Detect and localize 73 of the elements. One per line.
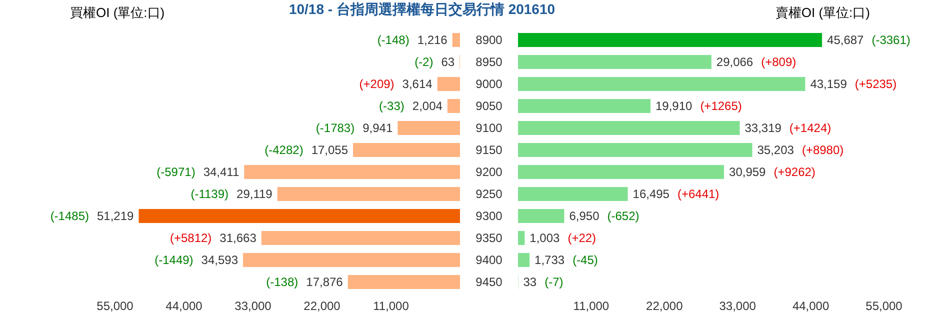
data-label: 19,910 xyxy=(655,99,693,113)
y-tick-label: 9050 xyxy=(476,99,503,113)
chart-title: 10/18 - 台指周選擇權每日交易行情 201610 xyxy=(288,1,556,17)
data-label: 1,216 xyxy=(417,33,448,47)
x-tick-label: 11,000 xyxy=(573,299,610,313)
y-tick-label: 8900 xyxy=(476,33,503,47)
y-tick-label: 9000 xyxy=(476,77,503,91)
x-tick-label: 22,000 xyxy=(304,299,341,313)
annotation: (+6441) xyxy=(677,187,720,201)
annotation: (-138) xyxy=(266,275,298,289)
data-label: 34,593 xyxy=(201,253,238,267)
annotation: (+22) xyxy=(568,231,596,245)
y-tick-label: 9400 xyxy=(476,253,503,267)
annotation: (-3361) xyxy=(872,33,910,47)
annotation: (-2) xyxy=(414,55,434,69)
annotation: (-148) xyxy=(377,33,410,47)
data-label: 29,066 xyxy=(716,55,754,69)
annotation: (-33) xyxy=(379,99,404,113)
data-label: 17,876 xyxy=(306,275,344,289)
annotation: (+5235) xyxy=(854,77,897,91)
data-label: 51,219 xyxy=(97,209,134,223)
annotation: (+1424) xyxy=(789,121,832,135)
data-label: 6,950 xyxy=(569,209,600,223)
annotation: (-1139) xyxy=(190,187,229,201)
annotation: (+1265) xyxy=(700,99,742,113)
y-tick-label: 9300 xyxy=(476,209,503,223)
annotation: (-1783) xyxy=(316,121,355,135)
annotation: (-7) xyxy=(544,275,564,289)
data-label: 30,959 xyxy=(729,165,766,179)
data-label: 29,119 xyxy=(236,187,273,201)
y-tick-label: 8950 xyxy=(476,55,503,69)
data-label: 1,733 xyxy=(534,253,565,267)
x-tick-label: 44,000 xyxy=(166,299,203,313)
x-axis-title: 賣權OI (單位:口) xyxy=(775,5,870,20)
x-tick-label: 44,000 xyxy=(792,299,830,313)
x-tick-label: 22,000 xyxy=(646,299,684,313)
text: (-1485) xyxy=(50,209,90,223)
annotation: (+5812) xyxy=(170,231,212,245)
x-tick-label: 33,000 xyxy=(719,299,756,313)
x-tick-label: 11,000 xyxy=(373,299,410,313)
data-label: 34,411 xyxy=(203,165,240,179)
data-label: 35,203 xyxy=(757,143,794,157)
data-label: 1,003 xyxy=(530,231,560,245)
annotation: (+8980) xyxy=(802,143,844,157)
data-label: 9,941 xyxy=(362,121,393,135)
x-tick-label: 55,000 xyxy=(96,299,134,313)
y-tick-label: 9100 xyxy=(476,121,503,135)
data-label: 2,004 xyxy=(412,99,443,113)
data-label: 17,055 xyxy=(311,143,348,157)
data-label: 31,663 xyxy=(220,231,257,245)
y-tick-label: 9250 xyxy=(476,187,503,201)
y-tick-label: 9350 xyxy=(476,231,503,245)
data-label: 16,495 xyxy=(632,187,670,201)
annotation: (-45) xyxy=(572,253,598,267)
annotation: (-4282) xyxy=(264,143,304,157)
annotation: (+209) xyxy=(359,77,394,91)
x-tick-label: 33,000 xyxy=(234,299,272,313)
x-tick-label: 55,000 xyxy=(866,299,903,313)
data-label: 45,687 xyxy=(827,33,864,47)
data-label: 3,614 xyxy=(402,77,433,91)
data-label: 43,159 xyxy=(810,77,848,91)
data-label: 33 xyxy=(523,275,537,289)
annotation: (-5971) xyxy=(156,165,196,179)
annotation: (-652) xyxy=(607,209,640,223)
annotation: (+9262) xyxy=(774,165,816,179)
y-tick-label: 9200 xyxy=(476,165,503,179)
x-axis-title: 買權OI (單位:口) xyxy=(70,5,165,20)
annotation: (-1449) xyxy=(154,253,194,267)
data-label: 63 xyxy=(441,55,455,69)
data-label: 33,319 xyxy=(744,121,782,135)
y-tick-label: 9150 xyxy=(476,143,503,157)
annotation: (+809) xyxy=(761,55,796,69)
y-tick-label: 9450 xyxy=(476,275,503,289)
